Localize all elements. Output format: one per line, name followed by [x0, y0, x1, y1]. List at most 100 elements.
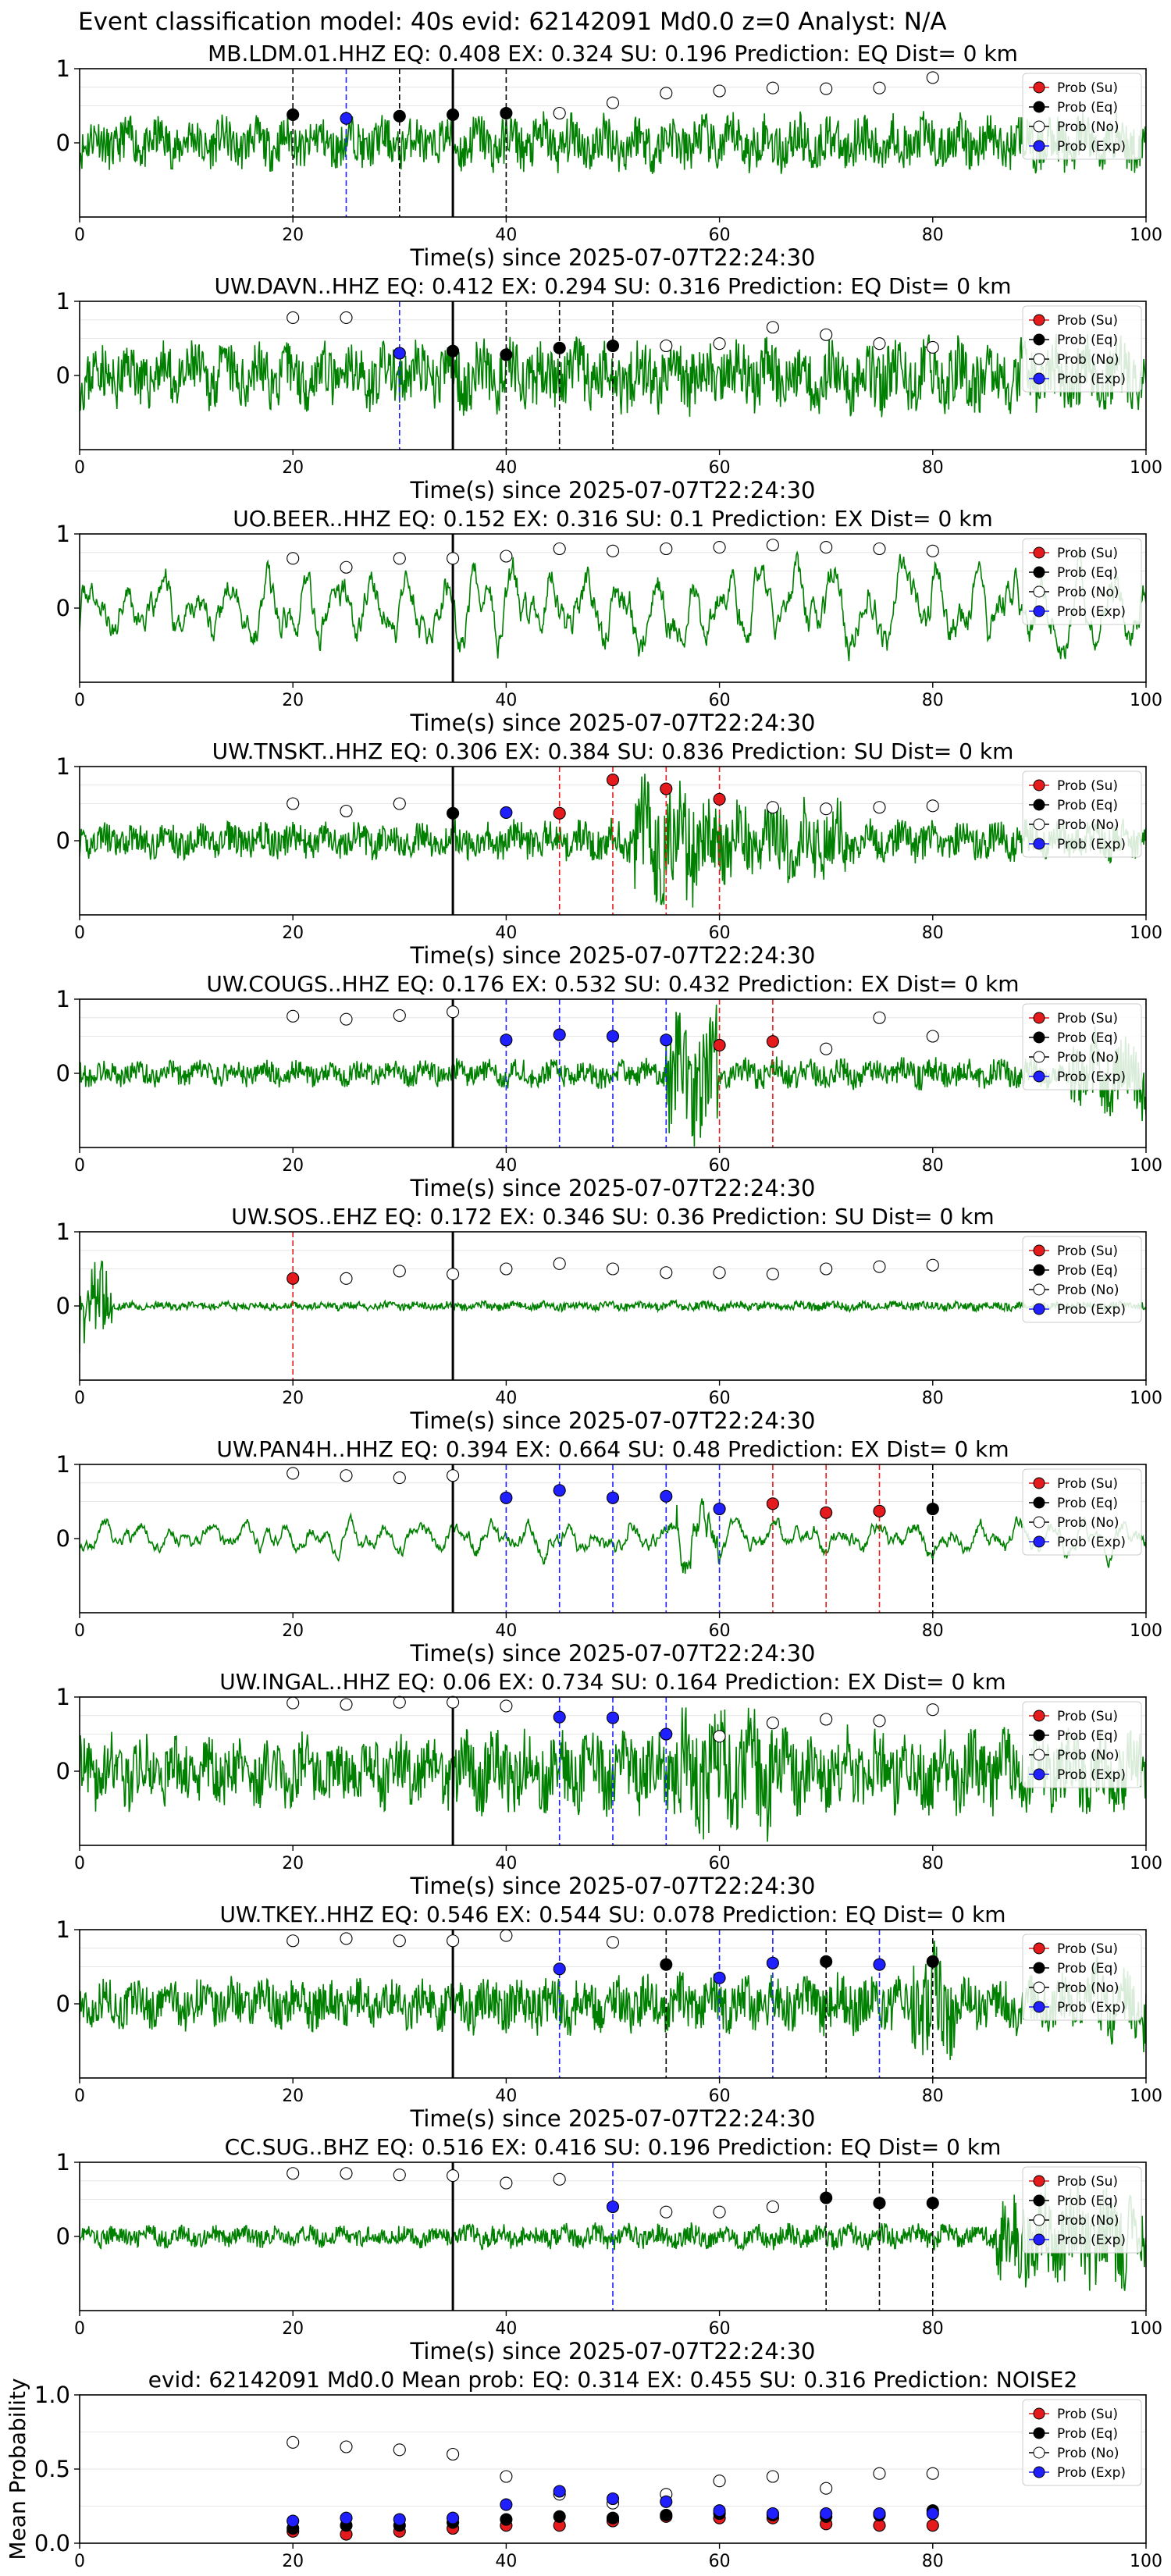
panel-4: UW.TNSKT..HHZ EQ: 0.306 EX: 0.384 SU: 0.…	[56, 738, 1162, 969]
prob-point-no	[287, 2167, 300, 2180]
x-tick-label: 20	[282, 1156, 304, 1176]
x-tick-label: 60	[709, 458, 731, 478]
prob-point-su	[553, 806, 566, 820]
legend-marker	[1033, 1749, 1045, 1761]
mean-point-no	[287, 2435, 300, 2449]
legend-label: Prob (Su)	[1057, 1709, 1118, 1724]
y-tick-label: 1	[56, 55, 70, 82]
prob-point-no	[766, 539, 779, 552]
prob-point-no	[820, 328, 833, 341]
prob-point-exp	[553, 1484, 566, 1497]
x-tick-label: 60	[709, 2319, 731, 2339]
legend-label: Prob (No)	[1057, 1283, 1119, 1298]
panel-3: UO.BEER..HHZ EQ: 0.152 EX: 0.316 SU: 0.1…	[56, 506, 1162, 736]
legend-marker	[1033, 1710, 1045, 1722]
x-tick-label: 0	[74, 2552, 85, 2571]
legend-box	[1022, 1701, 1142, 1788]
legend-marker	[1033, 1477, 1045, 1489]
prob-point-no	[713, 1730, 726, 1743]
prob-point-no	[873, 81, 886, 94]
x-tick-label: 100	[1130, 1156, 1162, 1176]
legend-marker	[1033, 120, 1045, 133]
plot-area	[80, 1930, 1146, 2078]
legend: Prob (Su) Prob (Eq) Prob (No) Prob (Exp)	[1022, 305, 1142, 393]
legend-marker	[1033, 1303, 1045, 1315]
prob-point-eq	[606, 339, 620, 353]
prob-point-no	[500, 1699, 513, 1713]
prob-point-eq	[393, 109, 406, 123]
plot-area	[80, 2162, 1146, 2311]
x-tick-label: 0	[74, 1156, 85, 1176]
prob-point-eq	[820, 2191, 833, 2204]
prob-point-no	[873, 337, 886, 350]
x-axis-label: Time(s) since 2025-07-07T22:24:30	[410, 1640, 816, 1667]
mean-point-no	[340, 2440, 353, 2453]
legend-marker	[1033, 818, 1045, 831]
x-tick-label: 100	[1130, 2552, 1162, 2571]
legend-marker	[1033, 605, 1045, 617]
legend-label: Prob (Su)	[1057, 1244, 1118, 1259]
legend-marker	[1033, 1729, 1045, 1742]
y-tick-label: 0	[56, 1991, 70, 2017]
x-tick-label: 100	[1130, 691, 1162, 710]
prob-point-no	[393, 1471, 406, 1485]
prob-point-eq	[926, 1502, 939, 1516]
x-tick-label: 80	[922, 2087, 944, 2106]
mean-point-exp	[713, 2504, 726, 2517]
prob-point-no	[447, 1005, 460, 1019]
mean-point-exp	[820, 2507, 833, 2521]
prob-point-no	[340, 311, 353, 324]
legend-box	[1022, 305, 1142, 393]
mean-point-no	[820, 2482, 833, 2495]
mean-point-no	[713, 2475, 726, 2488]
panel-title: UW.TKEY..HHZ EQ: 0.546 EX: 0.544 SU: 0.0…	[219, 1902, 1005, 1927]
legend-label: Prob (Su)	[1057, 778, 1118, 794]
prob-point-no	[500, 1262, 513, 1276]
prob-point-no	[606, 96, 620, 109]
prob-point-su	[820, 1506, 833, 1519]
prob-point-no	[926, 1030, 939, 1043]
legend-label: Prob (Eq)	[1057, 1030, 1118, 1046]
prob-point-eq	[447, 344, 460, 358]
panel-5: UW.COUGS..HHZ EQ: 0.176 EX: 0.532 SU: 0.…	[56, 971, 1162, 1201]
legend-label: Prob (Eq)	[1057, 1496, 1118, 1511]
mean-point-eq	[553, 2510, 566, 2523]
mean-point-su	[873, 2519, 886, 2532]
panel-title: UW.TNSKT..HHZ EQ: 0.306 EX: 0.384 SU: 0.…	[212, 738, 1014, 764]
prob-point-no	[820, 1713, 833, 1726]
prob-point-no	[926, 340, 939, 354]
legend-marker	[1033, 1283, 1045, 1296]
x-tick-label: 0	[74, 923, 85, 943]
mean-point-no	[873, 2467, 886, 2480]
prob-point-exp	[766, 1956, 779, 1969]
legend-marker	[1033, 1264, 1045, 1276]
prob-point-exp	[340, 112, 353, 125]
y-tick-label: 1	[56, 753, 70, 780]
x-tick-label: 20	[282, 458, 304, 478]
prob-point-no	[393, 552, 406, 565]
prob-point-no	[553, 1257, 566, 1270]
x-axis-label: Time(s) since 2025-07-07T22:24:30	[410, 1175, 816, 1201]
prob-point-no	[393, 797, 406, 810]
y-tick-label: 0	[56, 1758, 70, 1784]
prob-point-exp	[606, 1030, 620, 1043]
legend-marker	[1033, 779, 1045, 792]
legend-box	[1022, 770, 1142, 858]
mean-point-exp	[766, 2507, 779, 2521]
x-tick-label: 100	[1130, 2087, 1162, 2106]
x-axis-label: Time(s) since 2025-07-07T22:24:30	[410, 710, 816, 736]
prob-point-su	[766, 1497, 779, 1510]
legend-label: Prob (Exp)	[1057, 1767, 1126, 1783]
x-tick-label: 0	[74, 2087, 85, 2106]
waveform-trace	[80, 1707, 1146, 1842]
y-tick-label: 0	[56, 2223, 70, 2250]
x-tick-label: 0	[74, 1621, 85, 1641]
prob-point-eq	[500, 106, 513, 120]
legend-label: Prob (Eq)	[1057, 2426, 1118, 2442]
prob-point-su	[873, 1504, 886, 1517]
prob-point-no	[340, 1469, 353, 1482]
legend-label: Prob (Su)	[1057, 1476, 1118, 1492]
legend-marker	[1033, 1768, 1045, 1781]
legend-marker	[1033, 1244, 1045, 1257]
prob-point-no	[660, 339, 673, 353]
